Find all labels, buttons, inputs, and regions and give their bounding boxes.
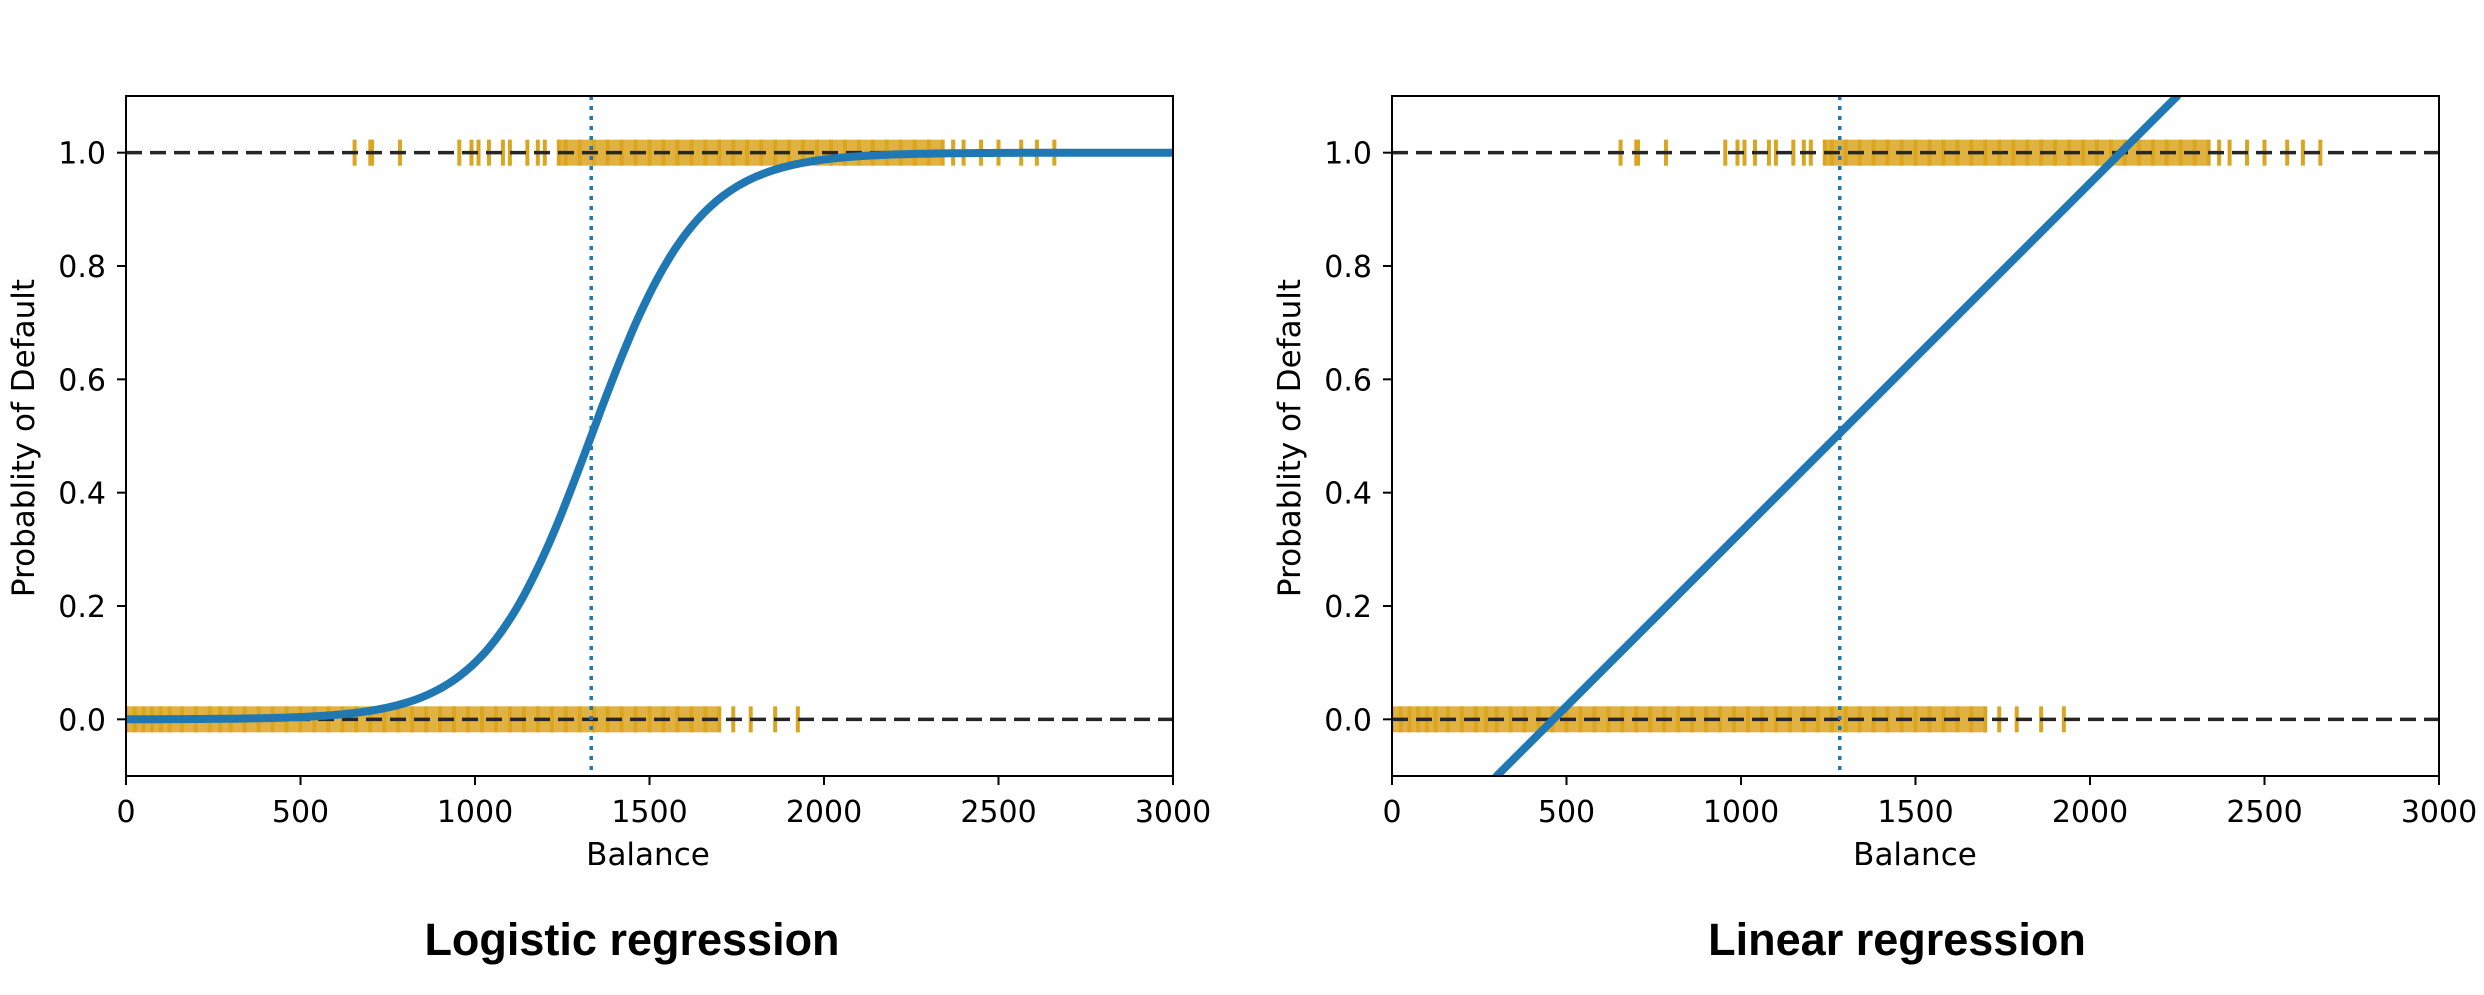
y-axis-label-linear: Probablity of Default	[1272, 279, 1308, 597]
plot-area-logistic	[126, 96, 1173, 776]
chart-caption-logistic: Logistic regression	[424, 914, 839, 965]
x-tick-label: 1000	[437, 795, 513, 830]
x-tick-label: 1500	[611, 795, 687, 830]
axes-frame	[125, 95, 1174, 777]
y-tick-label: 0.6	[1324, 363, 1372, 398]
chart-logistic-regression: Logistic regression Balance Probablity o…	[6, 95, 1211, 965]
y-tick-label: 0.0	[58, 703, 106, 738]
plot-area-linear	[1392, 96, 2439, 776]
y-tick-label: 0.4	[1324, 477, 1372, 512]
x-tick-label: 1000	[1703, 795, 1779, 830]
y-tick-label: 0.4	[58, 477, 106, 512]
y-tick-label: 0.6	[58, 363, 106, 398]
x-axis-label-linear: Balance	[1853, 837, 1977, 873]
x-tick-label: 2000	[2052, 795, 2128, 830]
x-tick-label: 2000	[786, 795, 862, 830]
axes-frame	[1391, 95, 2440, 777]
x-axis-label-logistic: Balance	[586, 837, 710, 873]
x-tick-label: 3000	[1135, 795, 1211, 830]
fitted-curve	[126, 148, 1173, 724]
x-tick-label: 2500	[960, 795, 1036, 830]
y-tick-label: 1.0	[1324, 137, 1372, 172]
chart-caption-linear: Linear regression	[1708, 914, 2086, 965]
y-tick-label: 0.2	[1324, 590, 1372, 625]
y-tick-label: 0.0	[1324, 703, 1372, 738]
x-tick-label: 0	[116, 795, 135, 830]
fitted-curve	[1492, 96, 2182, 776]
y-tick-label: 0.8	[1324, 250, 1372, 285]
y-tick-label: 0.2	[58, 590, 106, 625]
x-tick-label: 1500	[1877, 795, 1953, 830]
y-tick-label: 0.8	[58, 250, 106, 285]
x-tick-label: 3000	[2401, 795, 2477, 830]
chart-linear-regression: Linear regression Balance Probablity of …	[1272, 95, 2477, 965]
y-tick-label: 1.0	[58, 137, 106, 172]
x-tick-label: 2500	[2226, 795, 2302, 830]
x-tick-label: 0	[1382, 795, 1401, 830]
x-tick-label: 500	[1538, 795, 1595, 830]
y-axis-label-logistic: Probablity of Default	[6, 279, 42, 597]
x-tick-label: 500	[272, 795, 329, 830]
